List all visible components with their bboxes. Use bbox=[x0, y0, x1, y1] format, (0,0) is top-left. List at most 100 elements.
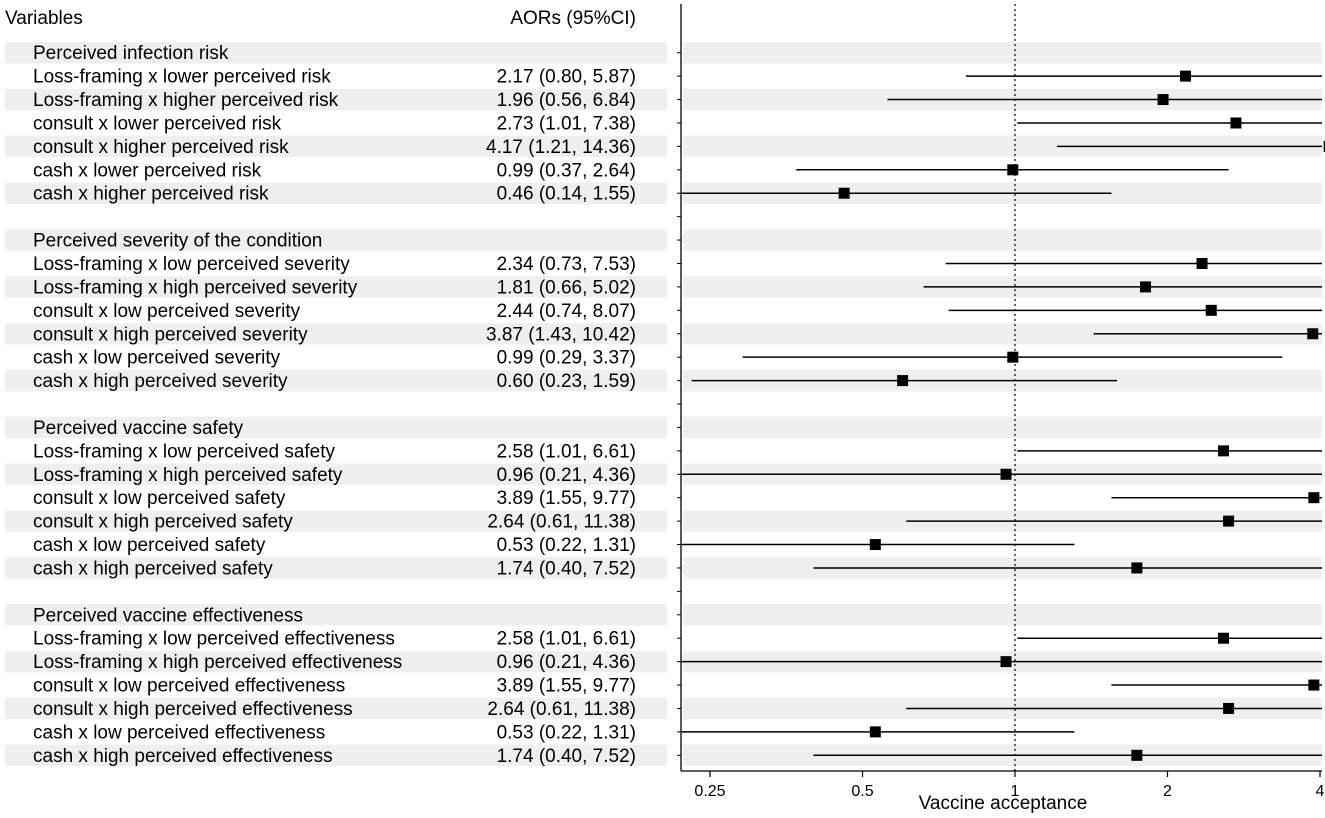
row-label: cash x low perceived effectiveness bbox=[33, 722, 325, 743]
row-label: Loss-framing x lower perceived risk bbox=[33, 67, 331, 88]
row-label: cash x high perceived severity bbox=[33, 371, 288, 392]
row-label: cash x lower perceived risk bbox=[33, 160, 262, 181]
estimate-label: 3.87 (1.43, 10.42) bbox=[486, 324, 636, 345]
point-estimate bbox=[1131, 562, 1143, 574]
row-labels: Perceived infection risk Loss-framing x l… bbox=[33, 43, 636, 767]
row-label: cash x low perceived severity bbox=[33, 348, 281, 369]
point-estimate bbox=[1205, 304, 1217, 316]
estimate-label: 1.74 (0.40, 7.52) bbox=[497, 746, 636, 767]
estimate-label: 0.60 (0.23, 1.59) bbox=[497, 371, 636, 392]
point-estimate bbox=[897, 375, 909, 387]
point-estimate bbox=[1307, 328, 1319, 340]
row-stripe bbox=[5, 744, 667, 767]
row-stripe bbox=[683, 604, 1322, 626]
estimate-label: 2.64 (0.61, 11.38) bbox=[487, 512, 636, 533]
point-estimate bbox=[1230, 117, 1242, 129]
row-stripe bbox=[5, 369, 667, 392]
row-stripe bbox=[5, 135, 667, 158]
point-estimate bbox=[1007, 351, 1019, 363]
point-estimate bbox=[1179, 70, 1191, 82]
estimate-label: 0.53 (0.22, 1.31) bbox=[497, 535, 636, 556]
estimate-label: 1.96 (0.56, 6.84) bbox=[497, 90, 636, 111]
header-variables: Variables bbox=[5, 8, 83, 29]
row-stripe bbox=[5, 463, 667, 485]
row-label: consult x high perceived safety bbox=[33, 512, 293, 533]
row-label: consult x higher perceived risk bbox=[33, 137, 289, 158]
row-label: consult x low perceived safety bbox=[33, 488, 286, 509]
row-label: Loss-framing x low perceived effectivene… bbox=[33, 629, 395, 650]
point-estimate bbox=[1140, 281, 1152, 293]
row-label: Loss-framing x high perceived safety bbox=[33, 465, 343, 486]
x-tick-label: 4 bbox=[1316, 783, 1325, 800]
row-label: cash x high perceived effectiveness bbox=[33, 746, 333, 767]
point-estimate bbox=[1000, 468, 1012, 480]
row-label: Loss-framing x high perceived effectiven… bbox=[33, 652, 402, 673]
row-label: consult x high perceived severity bbox=[33, 324, 308, 345]
row-stripe bbox=[5, 557, 667, 579]
row-label: cash x high perceived safety bbox=[33, 558, 273, 579]
row-stripe bbox=[683, 416, 1322, 439]
group-label: Perceived vaccine safety bbox=[33, 418, 244, 439]
row-stripe bbox=[683, 42, 1322, 64]
estimate-label: 0.96 (0.21, 4.36) bbox=[497, 652, 636, 673]
point-estimate bbox=[1223, 702, 1235, 714]
group-label: Perceived severity of the condition bbox=[33, 231, 322, 252]
estimate-label: 2.44 (0.74, 8.07) bbox=[497, 301, 636, 322]
row-label: consult x high perceived effectiveness bbox=[33, 699, 353, 720]
row-label: cash x higher perceived risk bbox=[33, 184, 269, 205]
row-label: cash x low perceived safety bbox=[33, 535, 266, 556]
row-stripe bbox=[5, 229, 667, 251]
estimate-label: 2.58 (1.01, 6.61) bbox=[497, 441, 636, 462]
point-estimate bbox=[1131, 749, 1143, 761]
estimate-label: 1.74 (0.40, 7.52) bbox=[497, 558, 636, 579]
plot-panel bbox=[677, 4, 1325, 772]
x-tick-label: 1 bbox=[1011, 783, 1020, 800]
row-label: Loss-framing x high perceived severity bbox=[33, 277, 358, 298]
point-estimate bbox=[1157, 94, 1169, 106]
estimate-label: 0.99 (0.29, 3.37) bbox=[497, 348, 636, 369]
row-stripe bbox=[5, 416, 667, 439]
point-estimate bbox=[1007, 164, 1019, 176]
x-tick-label: 0.25 bbox=[694, 783, 725, 800]
point-estimate bbox=[1218, 632, 1230, 644]
estimate-label: 2.58 (1.01, 6.61) bbox=[497, 629, 636, 650]
row-label: Loss-framing x low perceived safety bbox=[33, 441, 336, 462]
estimate-label: 2.73 (1.01, 7.38) bbox=[497, 113, 636, 134]
point-estimate bbox=[869, 726, 881, 738]
point-estimate bbox=[1000, 656, 1012, 668]
point-estimate bbox=[838, 187, 850, 199]
row-stripe bbox=[5, 697, 667, 720]
estimate-label: 1.81 (0.66, 5.02) bbox=[497, 277, 636, 298]
row-label: Loss-framing x higher perceived risk bbox=[33, 90, 339, 111]
x-axis-title: Vaccine acceptance bbox=[919, 793, 1088, 814]
x-tick-label: 2 bbox=[1163, 783, 1172, 800]
estimate-label: 0.96 (0.21, 4.36) bbox=[497, 465, 636, 486]
point-estimate bbox=[1196, 257, 1208, 269]
point-estimate bbox=[1223, 515, 1235, 527]
row-stripe bbox=[5, 182, 667, 204]
point-estimate bbox=[869, 539, 881, 551]
row-stripe bbox=[5, 650, 667, 673]
row-stripe bbox=[5, 276, 667, 298]
point-estimate bbox=[1308, 679, 1320, 691]
row-stripe bbox=[5, 88, 667, 111]
row-stripe bbox=[683, 323, 1322, 345]
group-label: Perceived vaccine effectiveness bbox=[33, 605, 303, 626]
row-stripe bbox=[5, 604, 667, 626]
estimate-label: 0.99 (0.37, 2.64) bbox=[497, 160, 636, 181]
row-label: consult x low perceived effectiveness bbox=[33, 676, 345, 697]
row-stripe bbox=[683, 135, 1322, 158]
x-axis: 0.250.51248 bbox=[681, 770, 1325, 800]
point-estimate bbox=[1323, 140, 1325, 152]
row-stripe bbox=[683, 229, 1322, 251]
row-stripe bbox=[5, 42, 667, 64]
group-label: Perceived infection risk bbox=[33, 43, 229, 64]
estimate-label: 0.46 (0.14, 1.55) bbox=[497, 184, 636, 205]
row-label: Loss-framing x low perceived severity bbox=[33, 254, 350, 275]
row-label: consult x low perceived severity bbox=[33, 301, 301, 322]
row-label: consult x lower perceived risk bbox=[33, 113, 282, 134]
estimate-label: 3.89 (1.55, 9.77) bbox=[497, 676, 636, 697]
x-tick-label: 0.5 bbox=[851, 783, 873, 800]
estimate-label: 2.17 (0.80, 5.87) bbox=[497, 67, 636, 88]
header-estimate: AORs (95%CI) bbox=[510, 8, 636, 29]
